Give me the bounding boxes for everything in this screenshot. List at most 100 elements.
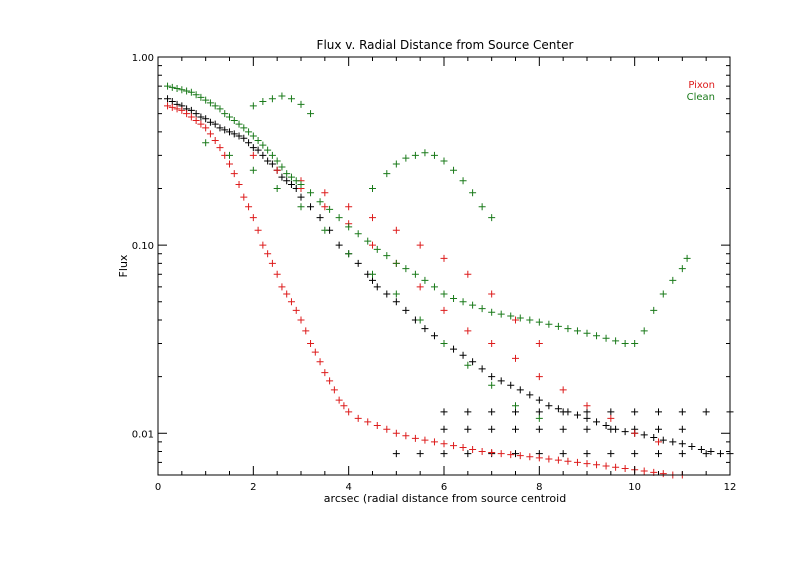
data-point xyxy=(268,151,276,159)
data-point xyxy=(235,120,243,128)
data-point xyxy=(593,461,601,469)
data-point xyxy=(283,290,291,298)
data-point xyxy=(326,377,334,385)
data-point xyxy=(678,425,686,433)
data-point xyxy=(345,408,353,416)
data-point xyxy=(430,438,438,446)
data-point xyxy=(321,226,329,234)
data-point xyxy=(650,306,658,314)
data-point xyxy=(421,276,429,284)
data-point xyxy=(559,425,567,433)
data-point xyxy=(249,166,257,174)
data-point xyxy=(640,431,648,439)
data-point xyxy=(450,345,458,353)
data-point xyxy=(607,414,615,422)
data-point xyxy=(459,177,467,185)
data-point xyxy=(187,113,195,121)
data-point xyxy=(183,87,191,95)
data-point xyxy=(235,181,243,189)
data-point xyxy=(173,85,181,93)
data-point xyxy=(526,453,534,461)
data-point xyxy=(335,241,343,249)
data-point xyxy=(526,316,534,324)
y-axis: 0.01 0.10 1.00 xyxy=(132,53,730,476)
data-point xyxy=(206,99,214,107)
data-point xyxy=(430,332,438,340)
data-point xyxy=(216,124,224,132)
data-point xyxy=(440,450,448,458)
data-point xyxy=(564,325,572,333)
data-point xyxy=(631,450,639,458)
data-point xyxy=(369,184,376,192)
data-point xyxy=(416,450,424,458)
data-point xyxy=(478,365,486,373)
data-point xyxy=(254,226,262,234)
data-point xyxy=(287,181,295,189)
data-point xyxy=(545,402,553,410)
data-point xyxy=(206,130,214,138)
data-point xyxy=(559,450,567,458)
data-point xyxy=(583,329,591,337)
data-point xyxy=(535,396,543,404)
data-point xyxy=(268,95,276,103)
data-point xyxy=(593,418,601,426)
data-point xyxy=(631,340,639,348)
data-point xyxy=(268,160,276,168)
data-point xyxy=(249,151,257,159)
data-point xyxy=(216,144,224,152)
data-point xyxy=(602,334,610,342)
data-point xyxy=(488,381,496,389)
x-axis: 0 2 4 6 8 10 12 xyxy=(155,57,736,493)
data-point xyxy=(583,425,591,433)
data-point xyxy=(421,149,429,157)
data-point xyxy=(612,337,620,345)
data-point xyxy=(593,332,601,340)
data-point xyxy=(230,116,238,124)
data-point xyxy=(230,130,238,138)
x-tick-label: 0 xyxy=(155,482,161,493)
data-point xyxy=(469,189,477,197)
data-point xyxy=(440,425,448,433)
data-point xyxy=(559,386,567,394)
data-point xyxy=(369,241,376,249)
data-point xyxy=(678,450,686,458)
data-point xyxy=(364,237,372,245)
data-point xyxy=(206,118,214,126)
data-point xyxy=(297,193,305,201)
data-point xyxy=(459,298,467,306)
data-point xyxy=(330,386,338,394)
data-point xyxy=(273,157,281,165)
data-point xyxy=(416,241,424,249)
data-point xyxy=(702,408,710,416)
x-tick-label: 6 xyxy=(441,482,447,493)
data-point xyxy=(245,128,253,136)
data-point xyxy=(383,252,391,260)
data-point xyxy=(249,132,257,140)
data-point xyxy=(211,120,219,128)
data-point xyxy=(450,295,458,303)
data-point xyxy=(302,327,310,335)
data-point xyxy=(373,245,381,253)
x-axis-label: arcsec (radial distance from source cent… xyxy=(324,492,566,505)
data-point xyxy=(321,369,329,377)
data-point xyxy=(254,146,262,154)
data-point xyxy=(221,126,229,134)
data-point xyxy=(573,458,581,466)
data-point xyxy=(383,170,391,178)
data-point xyxy=(249,214,257,222)
data-point xyxy=(287,95,295,103)
data-point xyxy=(240,134,248,142)
data-point xyxy=(316,214,324,222)
series-group xyxy=(164,95,734,458)
data-point xyxy=(497,310,505,318)
data-point xyxy=(245,203,253,211)
data-point xyxy=(369,276,376,284)
data-point xyxy=(345,223,353,231)
data-point xyxy=(321,203,329,211)
data-point xyxy=(254,136,262,144)
data-point xyxy=(364,418,372,426)
data-point xyxy=(354,259,362,267)
data-point xyxy=(440,290,448,298)
